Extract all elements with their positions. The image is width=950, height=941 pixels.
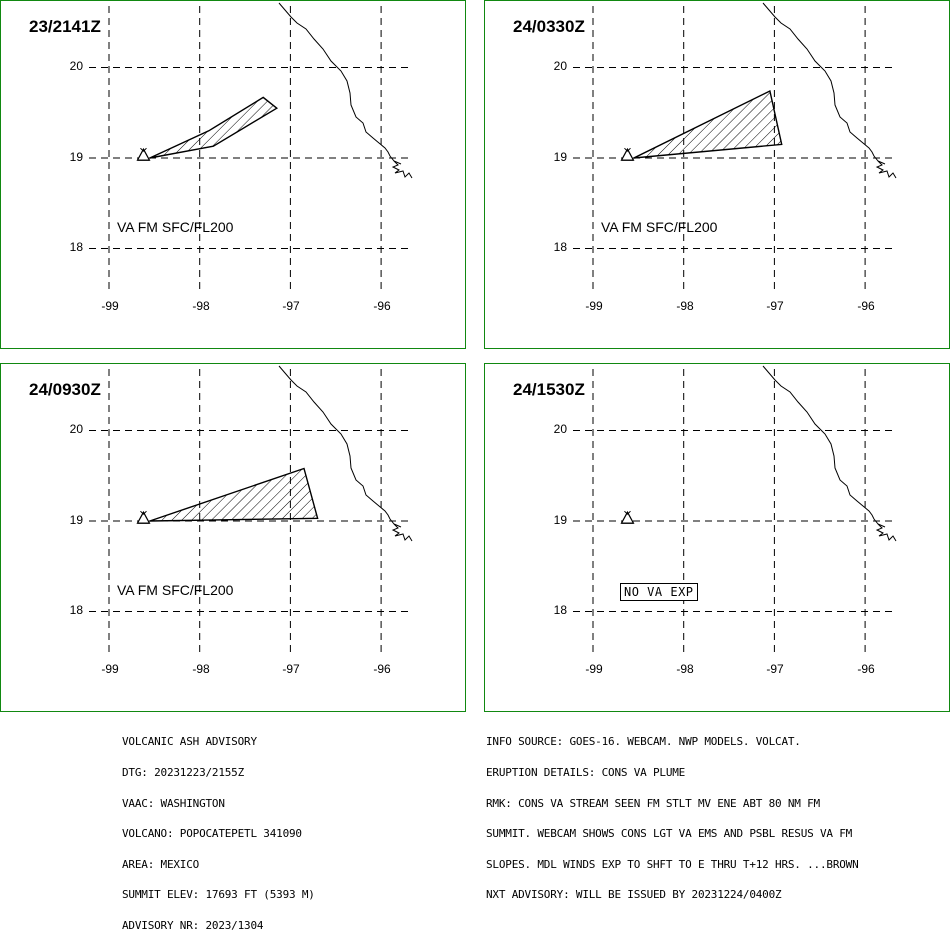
advisory-line: NXT ADVISORY: WILL BE ISSUED BY 20231224… <box>486 888 782 902</box>
ash-cloud-polygon <box>633 89 783 159</box>
lon-label-neg97: -97 <box>282 299 300 313</box>
panel-time-label: 24/0930Z <box>29 380 101 399</box>
coastline-detail <box>391 160 413 179</box>
va-level-label: VA FM SFC/FL200 <box>117 219 234 235</box>
lon-label-neg96: -96 <box>857 662 875 676</box>
ash-cloud-polygon <box>149 96 279 159</box>
advisory-line: VOLCANIC ASH ADVISORY <box>122 735 257 749</box>
coastline-detail <box>875 160 897 179</box>
advisory-remarks-block: INFO SOURCE: GOES-16. WEBCAM. NWP MODELS… <box>486 717 859 911</box>
advisory-line: SLOPES. MDL WINDS EXP TO SHFT TO E THRU … <box>486 857 859 871</box>
advisory-line: AREA: MEXICO <box>122 857 200 871</box>
lon-label-neg97: -97 <box>282 662 300 676</box>
advisory-line: INFO SOURCE: GOES-16. WEBCAM. NWP MODELS… <box>486 735 801 749</box>
coastline-detail <box>391 523 413 542</box>
advisory-line: ERUPTION DETAILS: CONS VA PLUME <box>486 766 686 779</box>
map-canvas <box>573 365 897 654</box>
panel-time-label: 24/0330Z <box>513 17 585 36</box>
lon-label-neg99: -99 <box>585 662 603 676</box>
lat-label-18: 18 <box>69 240 83 254</box>
map-canvas <box>573 2 897 291</box>
advisory-line: ADVISORY NR: 2023/1304 <box>122 918 264 932</box>
va-level-label: VA FM SFC/FL200 <box>601 219 718 235</box>
panel-time-label: 23/2141Z <box>29 17 101 36</box>
lon-label-neg98: -98 <box>676 662 694 676</box>
map-canvas <box>89 2 413 291</box>
coastline <box>278 2 402 165</box>
coastline <box>278 365 402 528</box>
lon-label-neg98: -98 <box>676 299 694 313</box>
lat-label-20: 20 <box>69 422 83 436</box>
lat-label-18: 18 <box>553 603 567 617</box>
lon-label-neg96: -96 <box>373 299 391 313</box>
lat-label-19: 19 <box>69 513 83 527</box>
map-panel-3: 24/0930Z 20 19 18 -99 -98 -97 -96 VA FM … <box>0 363 466 712</box>
volcano-icon <box>136 510 151 524</box>
panel-time-label: 24/1530Z <box>513 380 585 399</box>
lon-label-neg99: -99 <box>585 299 603 313</box>
lat-label-20: 20 <box>553 422 567 436</box>
lat-label-20: 20 <box>69 59 83 73</box>
map-panel-2: 24/0330Z 20 19 18 -99 -98 -97 -96 VA FM … <box>484 0 950 349</box>
va-level-label: VA FM SFC/FL200 <box>117 582 234 598</box>
lon-label-neg96: -96 <box>857 299 875 313</box>
advisory-header-block: VOLCANIC ASH ADVISORY DTG: 20231223/2155… <box>122 717 315 941</box>
coastline <box>762 365 886 528</box>
lat-label-19: 19 <box>553 150 567 164</box>
coastline <box>762 2 886 165</box>
lon-label-neg98: -98 <box>192 662 210 676</box>
lat-label-18: 18 <box>553 240 567 254</box>
lon-label-neg99: -99 <box>101 662 119 676</box>
lon-label-neg98: -98 <box>192 299 210 313</box>
ash-cloud-polygon <box>149 467 319 522</box>
lat-label-18: 18 <box>69 603 83 617</box>
volcano-icon <box>620 510 635 524</box>
advisory-line: VOLCANO: POPOCATEPETL 341090 <box>122 827 302 841</box>
lat-label-19: 19 <box>553 513 567 527</box>
advisory-line: DTG: 20231223/2155Z <box>122 766 245 779</box>
advisory-line: SUMMIT. WEBCAM SHOWS CONS LGT VA EMS AND… <box>486 827 853 841</box>
volcano-icon <box>136 147 151 161</box>
map-panel-1: 23/2141Z 20 19 18 -99 -98 -97 -96 VA FM … <box>0 0 466 349</box>
lat-label-20: 20 <box>553 59 567 73</box>
advisory-line: VAAC: WASHINGTON <box>122 796 225 810</box>
lat-label-19: 19 <box>69 150 83 164</box>
lon-label-neg99: -99 <box>101 299 119 313</box>
lon-label-neg96: -96 <box>373 662 391 676</box>
map-canvas <box>89 365 413 654</box>
no-va-exp-box: NO VA EXP <box>620 583 698 601</box>
lon-label-neg97: -97 <box>766 299 784 313</box>
advisory-line: SUMMIT ELEV: 17693 FT (5393 M) <box>122 888 315 902</box>
map-panel-4: 24/1530Z 20 19 18 -99 -98 -97 -96 NO VA … <box>484 363 950 712</box>
advisory-line: RMK: CONS VA STREAM SEEN FM STLT MV ENE … <box>486 796 820 810</box>
lon-label-neg97: -97 <box>766 662 784 676</box>
coastline-detail <box>875 523 897 542</box>
volcano-icon <box>620 147 635 161</box>
